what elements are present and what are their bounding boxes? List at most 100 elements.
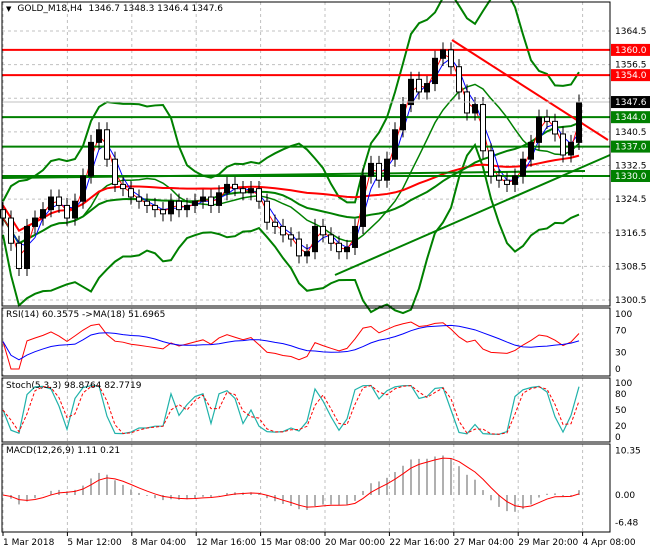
candle bbox=[328, 234, 334, 244]
candle bbox=[240, 188, 246, 194]
price-tick: 1300.5 bbox=[615, 296, 647, 306]
candle bbox=[72, 200, 78, 219]
indicator-tick: 30 bbox=[615, 349, 627, 359]
current-price-label: 1347.6 bbox=[615, 98, 647, 108]
candle bbox=[88, 141, 94, 177]
indicator-tick: 10.35 bbox=[615, 447, 641, 457]
candle bbox=[544, 116, 550, 122]
triangle-down-icon[interactable]: ▼ bbox=[6, 5, 12, 13]
candle bbox=[264, 200, 270, 223]
candle bbox=[280, 225, 286, 236]
current-price-badge bbox=[611, 96, 650, 109]
candle bbox=[472, 104, 478, 114]
date-label: 29 Mar 20:00 bbox=[518, 538, 578, 548]
candle bbox=[248, 188, 254, 194]
candle bbox=[360, 175, 366, 227]
price-tick: 1324.5 bbox=[615, 195, 647, 205]
candle bbox=[560, 133, 566, 156]
candle bbox=[296, 238, 302, 257]
candle bbox=[128, 188, 134, 198]
date-label: 22 Mar 16:00 bbox=[389, 538, 449, 548]
level-badge bbox=[611, 140, 650, 153]
date-label: 12 Mar 16:00 bbox=[196, 538, 256, 548]
level-badge bbox=[611, 111, 650, 124]
stoch-signal-line bbox=[2, 385, 580, 435]
candle bbox=[552, 120, 558, 135]
ohlc-label: 1346.7 1348.3 1346.4 1347.6 bbox=[88, 4, 224, 14]
ma-slow-line bbox=[2, 154, 580, 232]
candle bbox=[272, 221, 278, 227]
macd-title: MACD(12,26,9) 1.11 0.21 bbox=[6, 446, 121, 456]
chart-header: ▼ GOLD_M18,H4 1346.7 1348.3 1346.4 1347.… bbox=[6, 4, 223, 15]
indicator-tick: -6.48 bbox=[615, 519, 639, 529]
candle bbox=[232, 183, 238, 190]
indicator-tick: 50 bbox=[615, 406, 627, 416]
candle bbox=[288, 234, 294, 240]
date-label: 15 Mar 08:00 bbox=[261, 538, 321, 548]
indicator-tick: 70 bbox=[615, 327, 627, 337]
date-label: 5 Mar 12:00 bbox=[67, 538, 122, 548]
candle bbox=[312, 225, 318, 253]
date-label: 1 Mar 2018 bbox=[3, 538, 55, 548]
date-label: 8 Mar 04:00 bbox=[132, 538, 187, 548]
rsi-ma-line bbox=[2, 324, 580, 361]
macd-signal-line bbox=[2, 457, 580, 508]
indicator-tick: 100 bbox=[615, 379, 632, 389]
date-label: 20 Mar 00:00 bbox=[325, 538, 385, 548]
candle bbox=[440, 49, 446, 59]
candle bbox=[304, 251, 310, 257]
price-tick: 1356.5 bbox=[615, 61, 647, 71]
indicator-tick: 0 bbox=[615, 365, 621, 375]
candle bbox=[344, 246, 350, 253]
ma-mid-line bbox=[2, 122, 580, 245]
stoch-title: Stoch(5,3,3) 98.8764 82.7719 bbox=[6, 381, 142, 391]
candle bbox=[320, 225, 326, 236]
bollinger-lower bbox=[2, 142, 580, 315]
candle bbox=[512, 175, 518, 185]
candle bbox=[24, 225, 30, 269]
candle bbox=[168, 200, 174, 215]
price-tick: 1308.5 bbox=[615, 262, 647, 272]
level-label: 1360.0 bbox=[615, 46, 647, 56]
candle bbox=[488, 150, 494, 177]
panel-frame-0 bbox=[1, 1, 611, 307]
panel-frame-1 bbox=[1, 307, 611, 377]
level-badge bbox=[611, 170, 650, 183]
indicator-tick: 100 bbox=[615, 310, 632, 320]
level-label: 1354.0 bbox=[615, 71, 647, 81]
candle bbox=[208, 196, 214, 206]
indicator-tick: 20 bbox=[615, 422, 627, 432]
candle bbox=[456, 66, 462, 93]
candle bbox=[520, 158, 526, 177]
candle bbox=[112, 158, 118, 185]
candle bbox=[200, 196, 206, 202]
candle bbox=[160, 209, 166, 215]
candle bbox=[336, 242, 342, 253]
candle bbox=[536, 116, 542, 143]
candle bbox=[152, 204, 158, 211]
candle bbox=[256, 188, 262, 202]
candle bbox=[0, 209, 6, 219]
candle bbox=[416, 78, 422, 93]
candle bbox=[432, 57, 438, 85]
candle bbox=[216, 192, 222, 206]
price-tick: 1364.5 bbox=[615, 27, 647, 37]
level-label: 1344.0 bbox=[615, 113, 647, 123]
candle bbox=[64, 204, 70, 219]
indicator-tick: 80 bbox=[615, 390, 627, 400]
price-tick: 1316.5 bbox=[615, 229, 647, 239]
indicator-tick: 0 bbox=[615, 433, 621, 443]
panel-frame-3 bbox=[1, 443, 611, 533]
candle bbox=[80, 175, 86, 202]
level-label: 1330.0 bbox=[615, 172, 647, 182]
candle bbox=[96, 129, 102, 143]
stoch-main-line bbox=[2, 384, 580, 435]
rsi-title: RSI(14) 60.3575 ->MA(18) 51.6965 bbox=[6, 310, 166, 320]
level-label: 1337.0 bbox=[615, 143, 647, 153]
symbol-label: GOLD_M18,H4 bbox=[17, 4, 83, 14]
candle bbox=[184, 204, 190, 211]
candle bbox=[376, 162, 382, 181]
candle bbox=[528, 141, 534, 160]
